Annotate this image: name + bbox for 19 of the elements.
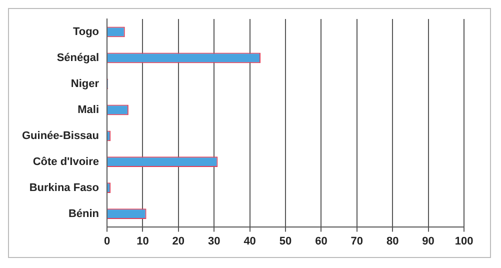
y-tick-label: Bénin: [68, 208, 100, 220]
x-tick-label: 40: [244, 235, 256, 248]
y-tick-label: Burkina Faso: [29, 182, 100, 194]
x-tick-label: 80: [386, 235, 399, 248]
x-tick-label: 0: [104, 235, 110, 248]
x-tick-label: 20: [172, 235, 185, 248]
y-tick-label: Côte d'Ivoire: [32, 156, 100, 168]
x-tick-label: 60: [315, 235, 328, 248]
x-tick-label: 90: [422, 235, 434, 248]
x-tick-label: 70: [350, 235, 364, 248]
x-tick-label: 100: [454, 235, 474, 248]
y-tick-label: Sénégal: [56, 52, 100, 64]
x-tick-label: 50: [279, 235, 292, 248]
y-tick-label: Guinée-Bissau: [22, 130, 100, 142]
y-tick-label: Togo: [72, 26, 100, 38]
y-tick-label: Mali: [78, 104, 100, 116]
y-tick-label: Niger: [70, 78, 100, 90]
x-tick-label: 10: [136, 235, 149, 248]
x-tick-label: 30: [208, 235, 220, 248]
